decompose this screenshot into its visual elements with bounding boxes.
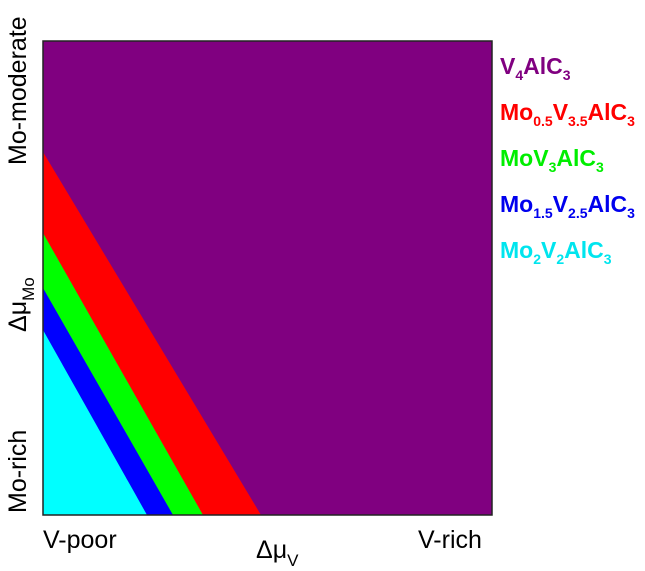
y-axis-title: ΔμMo [4, 277, 39, 332]
legend-item: Mo0.5V3.5AlC3 [500, 99, 635, 129]
legend-item: Mo2V2AlC3 [500, 237, 612, 267]
x-label-left: V-poor [43, 526, 117, 554]
legend-item: MoV3AlC3 [500, 145, 604, 175]
legend: V4AlC3 Mo0.5V3.5AlC3 MoV3AlC3 Mo1.5V2.5AlC3… [500, 48, 635, 278]
plot-frame [42, 40, 493, 516]
legend-item: V4AlC3 [500, 53, 571, 83]
x-axis-title-main: Δμ [256, 536, 288, 564]
region-mo2v2alc3 [43, 330, 147, 515]
legend-item: Mo1.5V2.5AlC3 [500, 191, 635, 221]
y-axis-title-sub: Mo [19, 277, 38, 301]
x-axis-title: ΔμV [256, 536, 298, 571]
x-axis-title-sub: V [287, 551, 299, 570]
y-axis-title-main: Δμ [4, 300, 32, 332]
y-label-top: Mo-moderate [4, 16, 32, 165]
x-label-right: V-rich [418, 526, 482, 554]
y-label-bottom: Mo-rich [4, 429, 32, 513]
